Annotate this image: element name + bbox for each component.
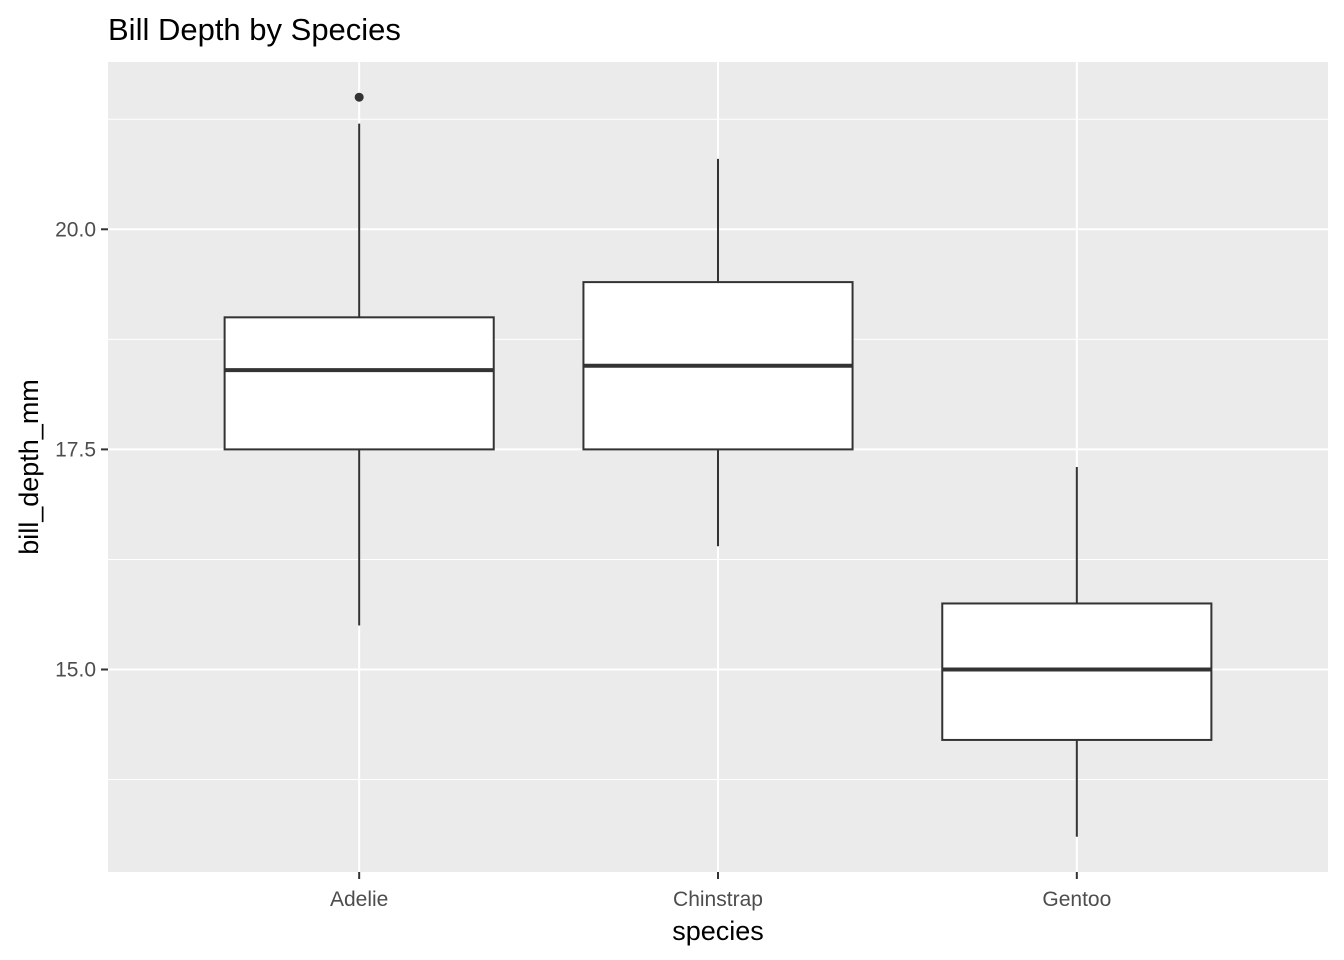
box-gentoo [941,467,1213,837]
y-tick-label: 15.0 [55,659,96,682]
x-tick-label: Gentoo [1042,888,1111,911]
box-iqr [941,602,1213,741]
box-chinstrap [582,158,854,547]
boxes-layer [223,92,1213,837]
x-axis-title: species [672,916,764,946]
x-tick-label: Adelie [330,888,388,911]
chart-title: Bill Depth by Species [108,12,401,47]
x-axis: Adelie Chinstrap Gentoo [330,872,1111,911]
y-tick-label: 20.0 [55,218,96,241]
x-tick-label: Chinstrap [673,888,763,911]
outlier-point [354,92,364,102]
y-axis: 15.0 17.5 20.0 [55,218,108,682]
box-adelie [223,92,495,626]
box-iqr [223,316,495,451]
y-axis-title: bill_depth_mm [14,379,44,555]
y-tick-label: 17.5 [55,438,96,461]
